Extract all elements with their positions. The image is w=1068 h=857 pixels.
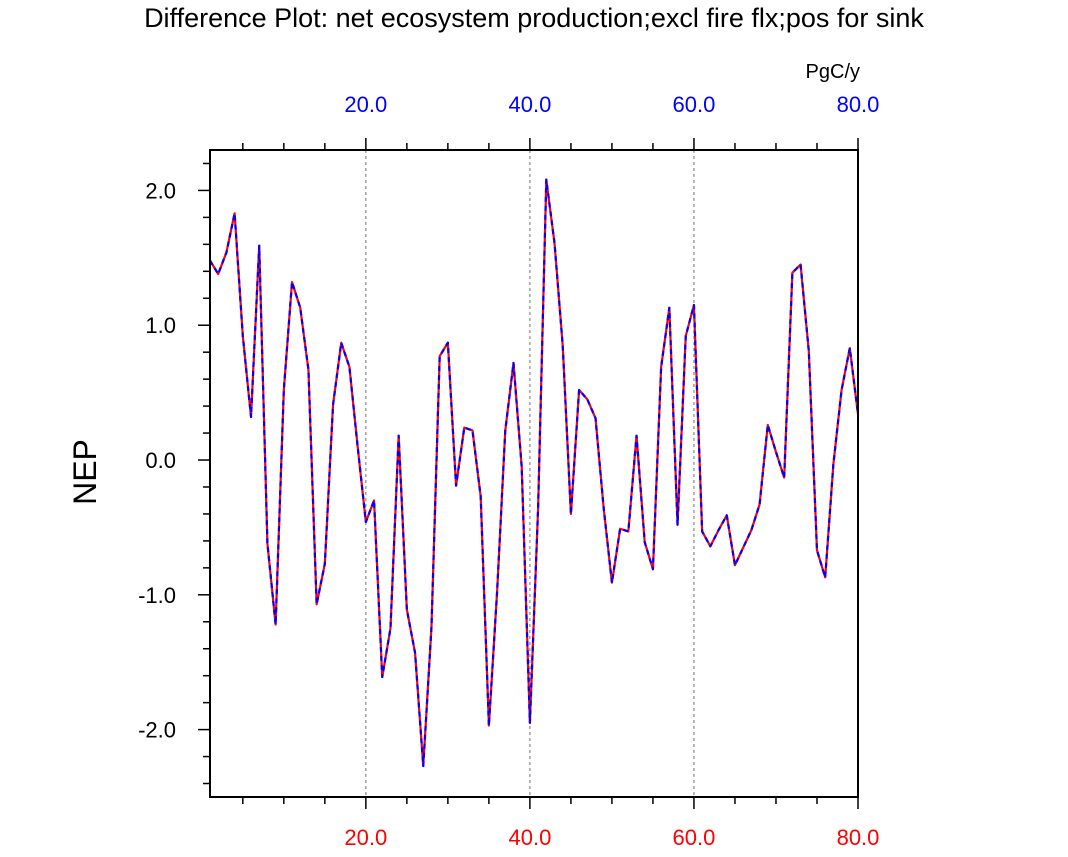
y-tick-label: 0.0 (145, 448, 176, 473)
x-tick-label-bottom: 40.0 (508, 825, 551, 850)
x-tick-label-top: 40.0 (508, 92, 551, 117)
x-tick-label-bottom: 20.0 (344, 825, 387, 850)
units-label: PgC/y (806, 61, 860, 83)
series-line-blue (209, 178, 860, 768)
chart-title: Difference Plot: net ecosystem productio… (144, 3, 924, 33)
y-tick-label: 1.0 (145, 313, 176, 338)
tick-marks (198, 138, 859, 809)
plot-frame (209, 149, 859, 798)
x-tick-label-top: 60.0 (673, 92, 716, 117)
series-lines (209, 178, 860, 768)
x-tick-label-top: 80.0 (837, 92, 880, 117)
series-line-red (209, 178, 860, 768)
y-tick-label: -1.0 (138, 583, 176, 608)
y-axis-label: NEP (67, 439, 103, 505)
plot-frame-rect (209, 149, 859, 798)
x-tick-label-bottom: 60.0 (673, 825, 716, 850)
y-tick-label: -2.0 (138, 718, 176, 743)
x-tick-label-top: 20.0 (344, 92, 387, 117)
x-tick-label-bottom: 80.0 (837, 825, 880, 850)
tick-labels: 20.0 20.0 40.0 40.0 60.0 60.0 80.0 80.0 2.0 1.0 0.… (138, 92, 879, 850)
y-tick-label: 2.0 (145, 178, 176, 203)
